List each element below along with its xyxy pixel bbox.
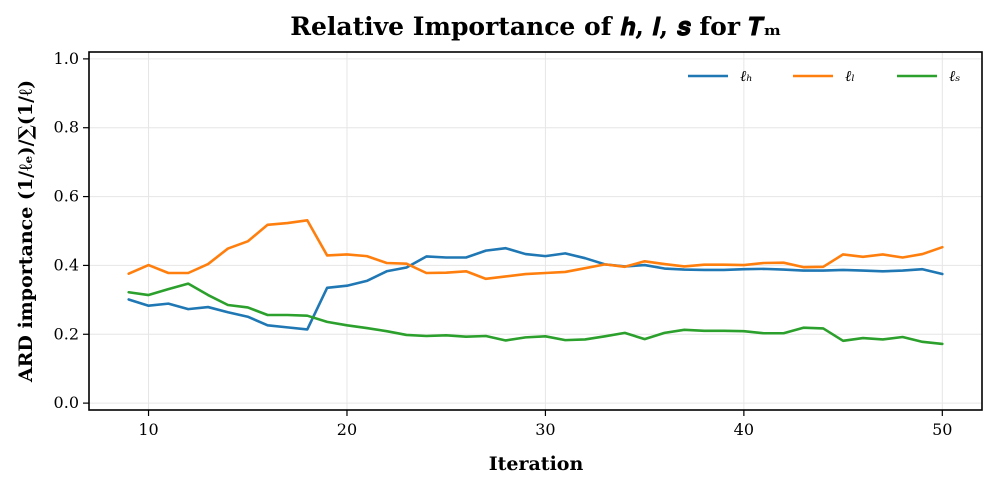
gridlines xyxy=(89,52,982,410)
x-tick-label: 30 xyxy=(535,420,555,439)
series-line-l xyxy=(127,219,944,281)
y-tick-label: 0.8 xyxy=(54,118,79,137)
series-lines xyxy=(127,219,944,346)
y-tick-label: 0.4 xyxy=(54,255,79,274)
legend-label-h: ℓₕ xyxy=(740,67,753,85)
y-tick-label: 1.0 xyxy=(54,49,79,68)
series-line-h xyxy=(127,246,944,331)
x-tick-label: 20 xyxy=(337,420,357,439)
y-axis-label: ARD importance (1/ℓₑ)/∑(1/ℓ) xyxy=(15,80,37,383)
legend-label-s: ℓₛ xyxy=(949,67,960,85)
x-tick-label: 40 xyxy=(734,420,754,439)
legend: ℓₕ ℓₗ ℓₛ xyxy=(688,67,960,85)
axis-ticks: 10 20 30 40 50 0.0 0.2 0.4 0.6 0.8 1.0 xyxy=(54,49,953,439)
y-tick-label: 0.0 xyxy=(54,393,79,412)
plot-frame xyxy=(88,51,983,411)
legend-label-l: ℓₗ xyxy=(845,67,855,85)
y-tick-label: 0.2 xyxy=(54,324,79,343)
chart-title: Relative Importance of 𝒉, 𝒍, 𝒔 for 𝑻ₘ xyxy=(290,12,782,41)
x-tick-label: 10 xyxy=(138,420,158,439)
series-line-s xyxy=(127,282,944,346)
x-axis-label: Iteration xyxy=(489,453,584,475)
x-tick-label: 50 xyxy=(932,420,952,439)
y-tick-label: 0.6 xyxy=(54,187,79,206)
